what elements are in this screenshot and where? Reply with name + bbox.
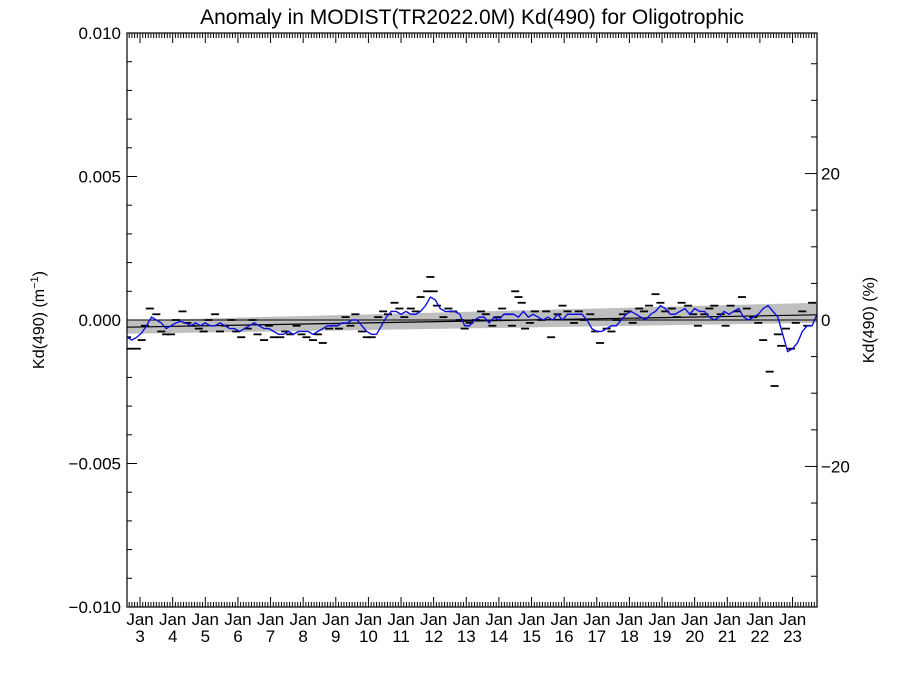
x-year-label: 16 xyxy=(555,627,574,646)
left-axis-label: Kd(490) (m−1) xyxy=(29,271,48,369)
left-axis: 0.010 0.005 0.000 −0.005 −0.010 xyxy=(69,24,137,617)
x-year-label: 4 xyxy=(168,627,177,646)
trend-line xyxy=(127,314,817,328)
x-month-label: Jan xyxy=(550,610,577,629)
x-month-label: Jan xyxy=(159,610,186,629)
left-tick-label: −0.010 xyxy=(69,598,121,617)
x-year-label: 13 xyxy=(457,627,476,646)
right-tick-label: 0 xyxy=(821,311,830,330)
x-year-label: 9 xyxy=(331,627,340,646)
x-year-label: 5 xyxy=(201,627,210,646)
left-tick-label: 0.010 xyxy=(78,24,121,43)
x-year-label: 6 xyxy=(233,627,242,646)
x-year-label: 18 xyxy=(620,627,639,646)
x-month-label: Jan xyxy=(257,610,284,629)
anomaly-line xyxy=(127,296,817,353)
right-axis: 20 0 −20 xyxy=(805,63,850,577)
x-month-label: Jan xyxy=(322,610,349,629)
x-month-label: Jan xyxy=(453,610,480,629)
x-month-label: Jan xyxy=(714,610,741,629)
x-year-label: 21 xyxy=(718,627,737,646)
x-year-label: 8 xyxy=(298,627,307,646)
x-year-label: 10 xyxy=(359,627,378,646)
x-month-label: Jan xyxy=(192,610,219,629)
x-month-label: Jan xyxy=(126,610,153,629)
x-year-label: 17 xyxy=(587,627,606,646)
left-tick-label: 0.005 xyxy=(78,168,121,187)
right-tick-label: 20 xyxy=(821,165,840,184)
left-tick-label: 0.000 xyxy=(78,311,121,330)
x-year-label: 11 xyxy=(392,627,410,646)
x-month-label: Jan xyxy=(224,610,251,629)
x-year-label: 3 xyxy=(135,627,144,646)
x-year-label: 19 xyxy=(653,627,672,646)
x-axis: Jan3Jan4Jan5Jan6Jan7Jan8Jan9Jan10Jan11Ja… xyxy=(126,33,818,646)
x-month-label: Jan xyxy=(485,610,512,629)
x-month-label: Jan xyxy=(583,610,610,629)
x-month-label: Jan xyxy=(681,610,708,629)
right-axis-label: Kd(490) (%) xyxy=(861,277,878,363)
x-month-label: Jan xyxy=(616,610,643,629)
left-axis-label-sup: −1 xyxy=(29,276,41,289)
x-month-label: Jan xyxy=(355,610,382,629)
x-month-label: Jan xyxy=(387,610,414,629)
x-year-label: 7 xyxy=(266,627,275,646)
right-tick-label: −20 xyxy=(821,457,850,476)
x-month-label: Jan xyxy=(779,610,806,629)
x-month-label: Jan xyxy=(518,610,545,629)
x-month-label: Jan xyxy=(420,610,447,629)
x-year-label: 14 xyxy=(489,627,508,646)
x-month-label: Jan xyxy=(746,610,773,629)
x-year-label: 15 xyxy=(522,627,541,646)
x-month-label: Jan xyxy=(289,610,316,629)
x-year-label: 23 xyxy=(783,627,802,646)
left-tick-label: −0.005 xyxy=(69,455,121,474)
x-year-label: 20 xyxy=(685,627,704,646)
x-year-label: 22 xyxy=(750,627,769,646)
chart-title: Anomaly in MODIST(TR2022.0M) Kd(490) for… xyxy=(200,6,744,29)
x-year-label: 12 xyxy=(424,627,443,646)
x-month-label: Jan xyxy=(648,610,675,629)
